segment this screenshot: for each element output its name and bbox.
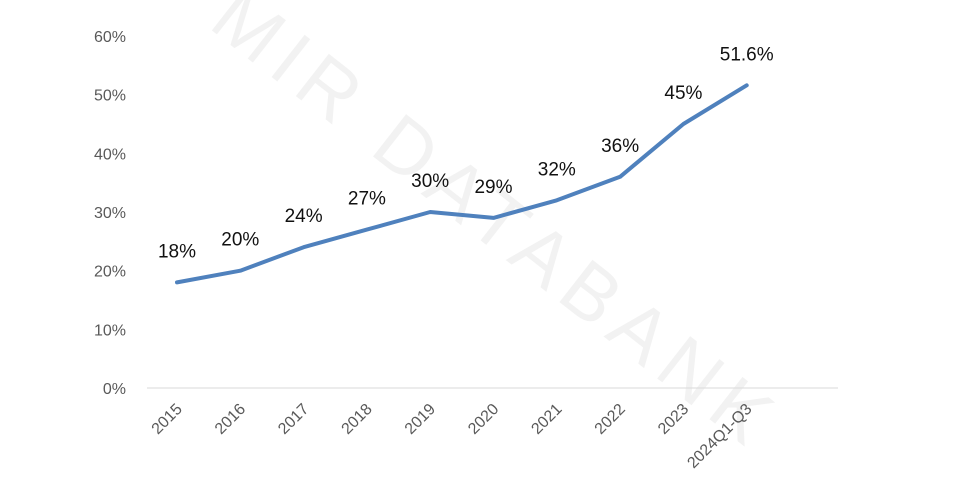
data-label: 24%: [285, 206, 323, 227]
y-tick-label: 50%: [94, 88, 126, 105]
watermark-text: MIR DATABANK: [196, 0, 797, 467]
data-label: 27%: [348, 189, 386, 210]
data-label: 30%: [411, 171, 449, 192]
y-axis-ticks: 0% 10% 20% 30% 40% 50% 60%: [94, 29, 126, 398]
series-line: [175, 83, 749, 285]
y-tick-label: 40%: [94, 146, 126, 163]
x-axis-ticks: 2015 2016 2017 2018 2019 2020 2021 2022 20232024…: [149, 401, 756, 472]
x-tick-label: 2021: [528, 401, 565, 438]
data-label: 29%: [474, 177, 512, 198]
data-label: 20%: [221, 230, 259, 251]
data-label: 51.6%: [720, 44, 774, 65]
data-labels: 18% 20% 24% 27% 30% 29% 32% 36% 45% 51.6%: [158, 44, 774, 262]
x-tick-label: 2015: [149, 401, 186, 438]
x-tick-label: 2019: [402, 401, 439, 438]
y-tick-label: 20%: [94, 264, 126, 281]
y-tick-label: 10%: [94, 322, 126, 339]
y-tick-label: 30%: [94, 205, 126, 222]
data-label: 32%: [538, 159, 576, 180]
data-label: 36%: [601, 136, 639, 157]
x-tick-label: 2018: [339, 401, 376, 438]
x-tick-label: 2017: [275, 401, 312, 438]
data-label: 45%: [664, 83, 702, 104]
data-label: 18%: [158, 241, 196, 262]
y-tick-label: 60%: [94, 29, 126, 46]
x-tick-label: 2022: [592, 401, 629, 438]
x-tick-label: 2016: [212, 401, 249, 438]
y-tick-label: 0%: [103, 381, 126, 398]
x-tick-label: 2020: [465, 401, 502, 438]
